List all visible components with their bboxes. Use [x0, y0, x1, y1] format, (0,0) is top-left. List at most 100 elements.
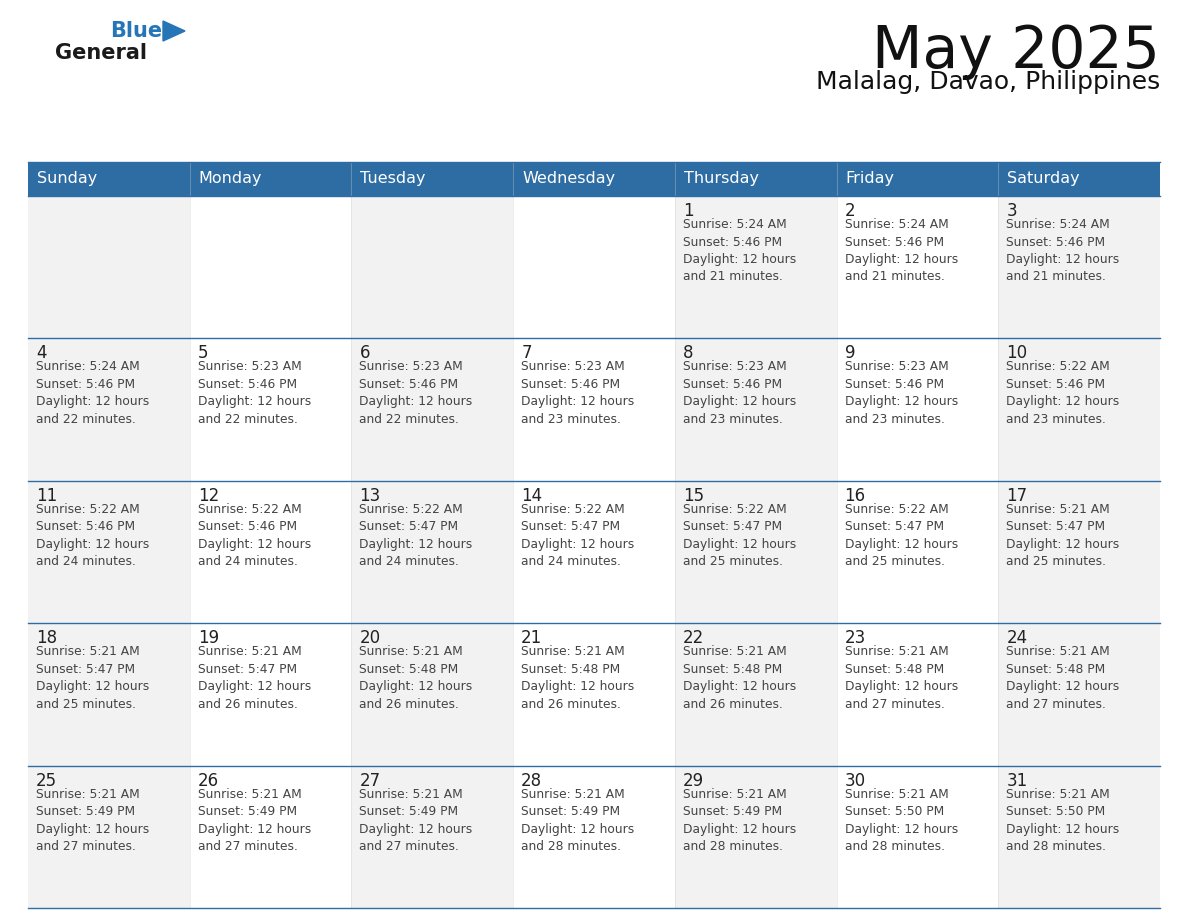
Text: 6: 6 — [360, 344, 369, 363]
Text: Sunday: Sunday — [37, 172, 97, 186]
Text: Sunrise: 5:21 AM
Sunset: 5:49 PM
Daylight: 12 hours
and 27 minutes.: Sunrise: 5:21 AM Sunset: 5:49 PM Dayligh… — [36, 788, 150, 853]
Bar — [675, 339, 836, 481]
Bar — [513, 623, 675, 766]
Text: Sunrise: 5:21 AM
Sunset: 5:47 PM
Daylight: 12 hours
and 26 minutes.: Sunrise: 5:21 AM Sunset: 5:47 PM Dayligh… — [197, 645, 311, 711]
Text: 14: 14 — [522, 487, 542, 505]
Bar — [352, 766, 513, 908]
Bar — [513, 196, 675, 339]
Bar — [190, 623, 352, 766]
Text: Sunrise: 5:21 AM
Sunset: 5:47 PM
Daylight: 12 hours
and 25 minutes.: Sunrise: 5:21 AM Sunset: 5:47 PM Dayligh… — [1006, 503, 1119, 568]
Text: 20: 20 — [360, 629, 380, 647]
Text: Friday: Friday — [846, 172, 895, 186]
Text: 31: 31 — [1006, 772, 1028, 789]
Text: 17: 17 — [1006, 487, 1028, 505]
Text: 12: 12 — [197, 487, 219, 505]
Polygon shape — [163, 21, 185, 41]
Bar — [998, 481, 1159, 623]
Text: Sunrise: 5:22 AM
Sunset: 5:46 PM
Daylight: 12 hours
and 24 minutes.: Sunrise: 5:22 AM Sunset: 5:46 PM Dayligh… — [36, 503, 150, 568]
Text: Sunrise: 5:21 AM
Sunset: 5:48 PM
Daylight: 12 hours
and 27 minutes.: Sunrise: 5:21 AM Sunset: 5:48 PM Dayligh… — [1006, 645, 1119, 711]
Text: Malalag, Davao, Philippines: Malalag, Davao, Philippines — [816, 70, 1159, 94]
Bar — [675, 766, 836, 908]
Bar — [513, 162, 675, 196]
Bar — [29, 196, 190, 339]
Bar — [190, 481, 352, 623]
Text: Sunrise: 5:23 AM
Sunset: 5:46 PM
Daylight: 12 hours
and 22 minutes.: Sunrise: 5:23 AM Sunset: 5:46 PM Dayligh… — [360, 361, 473, 426]
Text: Sunrise: 5:23 AM
Sunset: 5:46 PM
Daylight: 12 hours
and 23 minutes.: Sunrise: 5:23 AM Sunset: 5:46 PM Dayligh… — [683, 361, 796, 426]
Bar — [29, 481, 190, 623]
Bar — [998, 162, 1159, 196]
Text: May 2025: May 2025 — [872, 23, 1159, 80]
Text: Sunrise: 5:22 AM
Sunset: 5:46 PM
Daylight: 12 hours
and 24 minutes.: Sunrise: 5:22 AM Sunset: 5:46 PM Dayligh… — [197, 503, 311, 568]
Bar — [352, 481, 513, 623]
Text: 15: 15 — [683, 487, 704, 505]
Bar — [998, 339, 1159, 481]
Bar — [190, 339, 352, 481]
Text: 7: 7 — [522, 344, 532, 363]
Text: 18: 18 — [36, 629, 57, 647]
Text: 2: 2 — [845, 202, 855, 220]
Text: 16: 16 — [845, 487, 866, 505]
Text: Sunrise: 5:21 AM
Sunset: 5:49 PM
Daylight: 12 hours
and 28 minutes.: Sunrise: 5:21 AM Sunset: 5:49 PM Dayligh… — [522, 788, 634, 853]
Text: 21: 21 — [522, 629, 543, 647]
Bar — [998, 766, 1159, 908]
Text: 19: 19 — [197, 629, 219, 647]
Text: Tuesday: Tuesday — [360, 172, 426, 186]
Text: Wednesday: Wednesday — [523, 172, 615, 186]
Text: Sunrise: 5:21 AM
Sunset: 5:48 PM
Daylight: 12 hours
and 26 minutes.: Sunrise: 5:21 AM Sunset: 5:48 PM Dayligh… — [360, 645, 473, 711]
Text: Thursday: Thursday — [684, 172, 759, 186]
Text: Blue: Blue — [110, 21, 162, 41]
Text: 28: 28 — [522, 772, 542, 789]
Text: 3: 3 — [1006, 202, 1017, 220]
Bar — [190, 162, 352, 196]
Text: Sunrise: 5:22 AM
Sunset: 5:47 PM
Daylight: 12 hours
and 24 minutes.: Sunrise: 5:22 AM Sunset: 5:47 PM Dayligh… — [522, 503, 634, 568]
Bar — [675, 196, 836, 339]
Bar — [29, 623, 190, 766]
Bar — [190, 766, 352, 908]
Bar — [513, 481, 675, 623]
Bar — [29, 766, 190, 908]
Text: 22: 22 — [683, 629, 704, 647]
Text: 24: 24 — [1006, 629, 1028, 647]
Text: Saturday: Saturday — [1007, 172, 1080, 186]
Text: Sunrise: 5:24 AM
Sunset: 5:46 PM
Daylight: 12 hours
and 22 minutes.: Sunrise: 5:24 AM Sunset: 5:46 PM Dayligh… — [36, 361, 150, 426]
Bar — [998, 623, 1159, 766]
Text: Sunrise: 5:21 AM
Sunset: 5:50 PM
Daylight: 12 hours
and 28 minutes.: Sunrise: 5:21 AM Sunset: 5:50 PM Dayligh… — [845, 788, 958, 853]
Text: Sunrise: 5:22 AM
Sunset: 5:47 PM
Daylight: 12 hours
and 25 minutes.: Sunrise: 5:22 AM Sunset: 5:47 PM Dayligh… — [683, 503, 796, 568]
Text: Sunrise: 5:23 AM
Sunset: 5:46 PM
Daylight: 12 hours
and 23 minutes.: Sunrise: 5:23 AM Sunset: 5:46 PM Dayligh… — [845, 361, 958, 426]
Text: 27: 27 — [360, 772, 380, 789]
Text: Sunrise: 5:24 AM
Sunset: 5:46 PM
Daylight: 12 hours
and 21 minutes.: Sunrise: 5:24 AM Sunset: 5:46 PM Dayligh… — [683, 218, 796, 284]
Bar — [352, 623, 513, 766]
Bar — [836, 623, 998, 766]
Bar — [29, 339, 190, 481]
Bar — [836, 162, 998, 196]
Bar — [836, 766, 998, 908]
Text: 1: 1 — [683, 202, 694, 220]
Bar — [675, 162, 836, 196]
Text: Sunrise: 5:22 AM
Sunset: 5:47 PM
Daylight: 12 hours
and 24 minutes.: Sunrise: 5:22 AM Sunset: 5:47 PM Dayligh… — [360, 503, 473, 568]
Text: Monday: Monday — [198, 172, 263, 186]
Text: 11: 11 — [36, 487, 57, 505]
Text: 8: 8 — [683, 344, 694, 363]
Text: 13: 13 — [360, 487, 380, 505]
Bar — [675, 481, 836, 623]
Text: 4: 4 — [36, 344, 46, 363]
Text: Sunrise: 5:23 AM
Sunset: 5:46 PM
Daylight: 12 hours
and 22 minutes.: Sunrise: 5:23 AM Sunset: 5:46 PM Dayligh… — [197, 361, 311, 426]
Text: Sunrise: 5:23 AM
Sunset: 5:46 PM
Daylight: 12 hours
and 23 minutes.: Sunrise: 5:23 AM Sunset: 5:46 PM Dayligh… — [522, 361, 634, 426]
Text: 29: 29 — [683, 772, 704, 789]
Text: 23: 23 — [845, 629, 866, 647]
Text: Sunrise: 5:22 AM
Sunset: 5:46 PM
Daylight: 12 hours
and 23 minutes.: Sunrise: 5:22 AM Sunset: 5:46 PM Dayligh… — [1006, 361, 1119, 426]
Text: 10: 10 — [1006, 344, 1028, 363]
Bar — [352, 196, 513, 339]
Text: Sunrise: 5:24 AM
Sunset: 5:46 PM
Daylight: 12 hours
and 21 minutes.: Sunrise: 5:24 AM Sunset: 5:46 PM Dayligh… — [1006, 218, 1119, 284]
Text: Sunrise: 5:22 AM
Sunset: 5:47 PM
Daylight: 12 hours
and 25 minutes.: Sunrise: 5:22 AM Sunset: 5:47 PM Dayligh… — [845, 503, 958, 568]
Bar — [352, 339, 513, 481]
Text: 30: 30 — [845, 772, 866, 789]
Text: Sunrise: 5:21 AM
Sunset: 5:49 PM
Daylight: 12 hours
and 27 minutes.: Sunrise: 5:21 AM Sunset: 5:49 PM Dayligh… — [360, 788, 473, 853]
Text: Sunrise: 5:21 AM
Sunset: 5:48 PM
Daylight: 12 hours
and 27 minutes.: Sunrise: 5:21 AM Sunset: 5:48 PM Dayligh… — [845, 645, 958, 711]
Bar — [29, 162, 190, 196]
Text: Sunrise: 5:21 AM
Sunset: 5:49 PM
Daylight: 12 hours
and 28 minutes.: Sunrise: 5:21 AM Sunset: 5:49 PM Dayligh… — [683, 788, 796, 853]
Text: Sunrise: 5:21 AM
Sunset: 5:48 PM
Daylight: 12 hours
and 26 minutes.: Sunrise: 5:21 AM Sunset: 5:48 PM Dayligh… — [522, 645, 634, 711]
Bar — [513, 766, 675, 908]
Text: 9: 9 — [845, 344, 855, 363]
Bar — [836, 196, 998, 339]
